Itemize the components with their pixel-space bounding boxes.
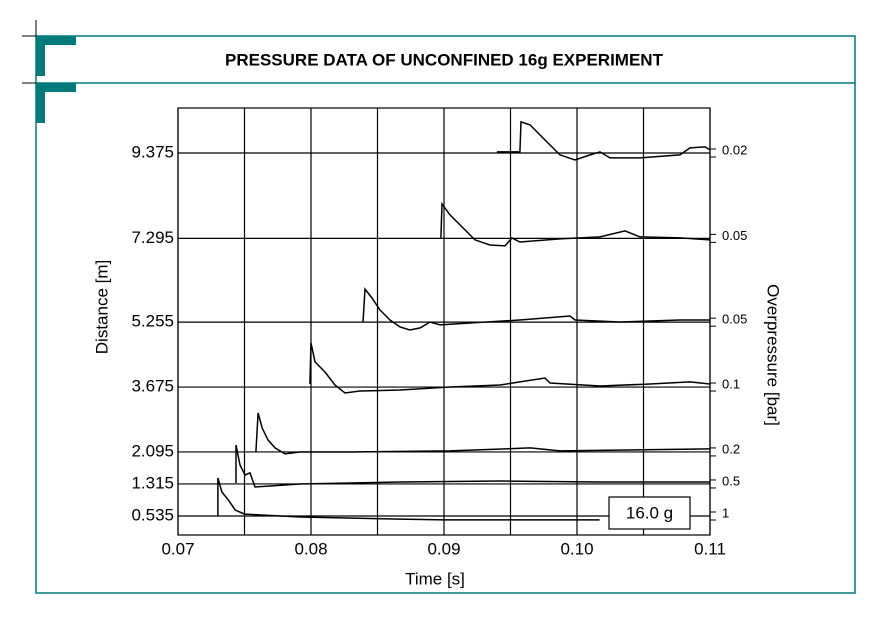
x-tick-label: 0.11 — [694, 539, 726, 558]
scale-label: 0.1 — [722, 376, 740, 391]
scale-label: 0.02 — [722, 142, 747, 157]
frame — [22, 20, 856, 594]
scale-label: 0.2 — [722, 441, 740, 456]
y2-axis-title: Overpressure [bar] — [764, 284, 783, 426]
x-tick-label: 0.07 — [161, 539, 194, 558]
pressure-trace — [255, 412, 711, 455]
y-tick-label: 3.675 — [131, 377, 174, 396]
pressure-trace — [496, 120, 711, 161]
scale-label: 0.5 — [722, 473, 740, 488]
y-tick-label: 7.295 — [131, 228, 174, 247]
x-axis-title: Time [s] — [405, 569, 465, 588]
pressure-trace — [309, 342, 711, 394]
pressure-trace — [440, 201, 711, 247]
y-tick-label: 0.535 — [131, 505, 174, 524]
annotation-box — [608, 496, 691, 530]
y-tick-label: 2.095 — [131, 441, 174, 460]
annotation: 16.0 g — [626, 503, 673, 522]
x-tick-label: 0.09 — [427, 539, 460, 558]
x-tick-label: 0.08 — [294, 539, 327, 558]
scale-label: 0.05 — [722, 312, 747, 327]
x-tick-label: 0.10 — [560, 539, 593, 558]
pressure-trace — [217, 477, 600, 521]
chart-title: PRESSURE DATA OF UNCONFINED 16g EXPERIME… — [225, 50, 664, 69]
scale-label: 1 — [722, 505, 729, 520]
y-tick-label: 9.375 — [131, 142, 174, 161]
y-tick-label: 1.315 — [131, 473, 174, 492]
pressure-trace — [362, 287, 710, 331]
scale-label: 0.05 — [722, 228, 747, 243]
y-axis-title: Distance [m] — [92, 260, 111, 354]
y-tick-label: 5.255 — [131, 312, 174, 331]
pressure-trace — [235, 444, 710, 488]
